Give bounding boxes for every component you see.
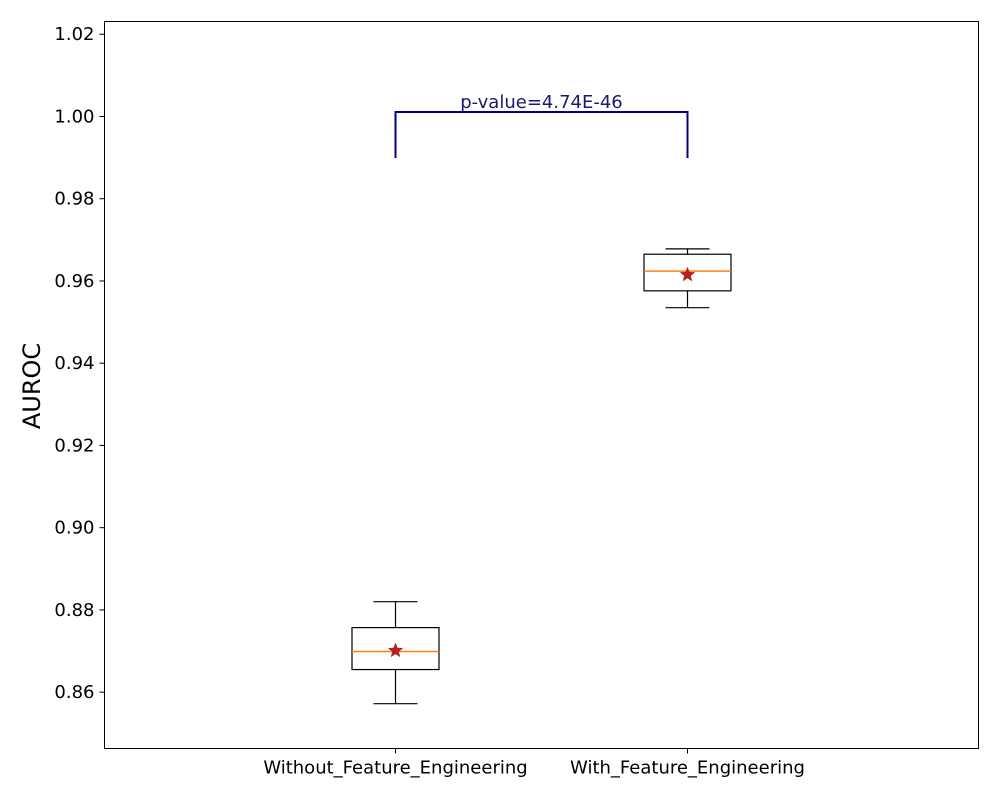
- significance-bracket: [394, 110, 689, 159]
- y-tick-label: 0.90: [54, 518, 94, 539]
- y-tick-label: 0.86: [54, 682, 94, 703]
- x-axis: Without_Feature_Engineering With_Feature_…: [263, 748, 805, 779]
- boxes-layer: [351, 248, 732, 705]
- y-tick-label: 1.00: [54, 106, 94, 127]
- significance-annotation: p-value=4.74E-46: [394, 92, 689, 159]
- y-tick-label: 0.92: [54, 435, 94, 456]
- iqr-box: [351, 627, 440, 671]
- x-tick-label: With_Feature_Engineering: [570, 758, 805, 779]
- plot-area-frame: [104, 21, 979, 749]
- mean-marker-star: [387, 642, 404, 658]
- y-axis-label: AUROC: [18, 343, 46, 429]
- y-axis: 0.86 0.88 0.90 0.92 0.94 0.96 0.98 1.00 1.02: [54, 24, 105, 703]
- y-tick-label: 0.94: [54, 353, 94, 374]
- mean-marker-star: [679, 266, 696, 282]
- p-value-label: p-value=4.74E-46: [460, 92, 623, 113]
- box-with-feature-engineering: [643, 248, 732, 309]
- y-tick-label: 0.98: [54, 189, 94, 210]
- y-tick-label: 0.96: [54, 271, 94, 292]
- box-without-feature-engineering: [351, 601, 440, 705]
- y-tick-label: 1.02: [54, 24, 94, 45]
- iqr-box: [643, 253, 732, 292]
- x-tick-label: Without_Feature_Engineering: [263, 758, 527, 779]
- y-tick-label: 0.88: [54, 600, 94, 621]
